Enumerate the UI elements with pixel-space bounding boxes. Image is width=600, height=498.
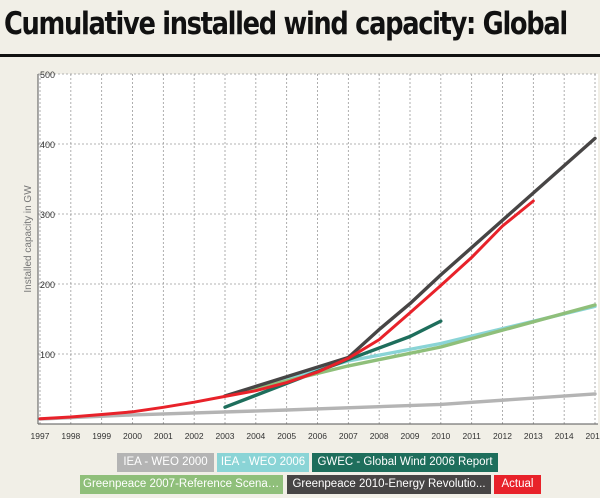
series-line-iea-weo-2000	[38, 392, 597, 421]
series-line-actual	[38, 199, 535, 421]
x-tick-label: 1997	[31, 431, 50, 441]
series-line-greenpeace-2007-reference-scenar	[223, 303, 597, 398]
x-tick-label: 2010	[431, 431, 450, 441]
x-tick-label: 2009	[401, 431, 420, 441]
y-tick-label: 400	[40, 140, 55, 150]
y-tick-label: 100	[40, 350, 55, 360]
legend-item: GWEC - Global Wind 2006 Report	[312, 453, 498, 472]
legend-item: IEA - WEO 2000	[117, 453, 214, 472]
x-tick-label: 2013	[524, 431, 543, 441]
x-tick-label: 1999	[92, 431, 111, 441]
x-tick-label: 2014	[555, 431, 574, 441]
x-tick-label: 2004	[246, 431, 265, 441]
x-tick-label: 2002	[185, 431, 204, 441]
legend-item: Greenpeace 2007-Reference Scenar...	[80, 475, 283, 494]
legend-item: Actual	[494, 475, 541, 494]
x-tick-label: 1998	[61, 431, 80, 441]
x-tick-label: 2000	[123, 431, 142, 441]
y-tick-label: 500	[40, 70, 55, 80]
x-tick-label: 2005	[277, 431, 296, 441]
title-rule	[0, 54, 600, 57]
x-tick-label: 2011	[463, 431, 482, 441]
x-tick-label: 2015	[586, 431, 600, 441]
axes	[37, 74, 598, 425]
x-tick-label: 2001	[154, 431, 173, 441]
y-axis-label: Installed capacity in GW	[23, 185, 34, 293]
legend-item: Greenpeace 2010-Energy Revolutio...	[287, 475, 491, 494]
chart-title: Cumulative installed wind capacity: Glob…	[4, 6, 568, 42]
x-tick-label: 2012	[493, 431, 512, 441]
tick-labels: 100 200 300 400 500 1997 1998 1999 2000 2001 2002 2…	[23, 70, 600, 441]
x-tick-label: 2008	[370, 431, 389, 441]
series-lines	[38, 136, 597, 421]
x-tick-label: 2006	[308, 431, 327, 441]
y-tick-label: 200	[40, 280, 55, 290]
x-tick-label: 2007	[339, 431, 358, 441]
y-tick-label: 300	[40, 210, 55, 220]
legend-item: IEA - WEO 2006	[217, 453, 309, 472]
x-tick-label: 2003	[216, 431, 235, 441]
